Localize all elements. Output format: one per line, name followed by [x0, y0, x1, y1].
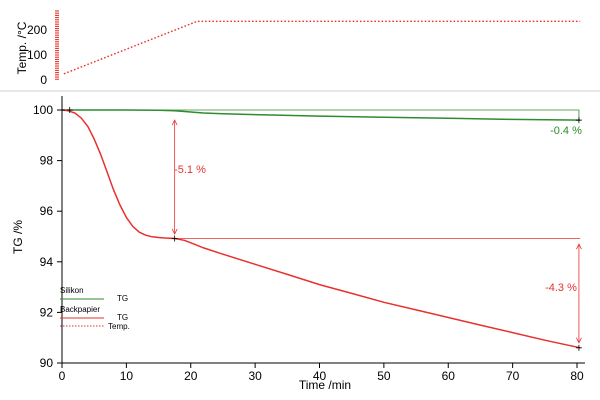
start-marker — [66, 107, 73, 113]
time-x-tick-label: 0 — [59, 369, 66, 383]
annotation-silikon-loss: -0.4 % — [550, 125, 582, 137]
time-x-tick-label: 40 — [313, 369, 327, 383]
tg-plot-area — [59, 107, 582, 351]
time-x-ticks: 0 10 20 30 40 50 60 70 80 — [59, 363, 584, 383]
tg-axes — [61, 96, 585, 364]
legend-group-title-silikon: Silikon — [60, 286, 84, 295]
time-x-axis-label: Time /min — [299, 378, 351, 392]
annotation-backpapier-first-loss: -5.1 % — [174, 164, 206, 176]
legend-group-title-backpapier: Backpapier — [60, 305, 100, 314]
time-x-tick-label: 10 — [120, 369, 134, 383]
temperature-y-tick-label: 0 — [40, 73, 47, 87]
step-end-marker — [171, 235, 178, 242]
temperature-y-tick-label: 100 — [27, 48, 47, 62]
backpapier-end-marker — [575, 344, 582, 351]
backpapier-second-loss-arrow — [576, 243, 582, 344]
temperature-y-axis-label: Temp. /°C — [15, 21, 29, 74]
temperature-panel: 0 100 200 Temp. /°C — [15, 10, 581, 87]
temperature-y-ticks: 0 100 200 — [27, 23, 47, 87]
silikon-reference-line — [63, 109, 580, 120]
tg-y-tick-label: 94 — [40, 255, 54, 269]
tg-y-tick-label: 96 — [40, 204, 54, 218]
tg-y-tick-label: 98 — [40, 154, 54, 168]
tg-y-ticks: 90 92 94 96 98 100 — [33, 103, 62, 370]
tg-y-axis-label: TG /% — [11, 220, 25, 254]
temperature-y-tick-label: 200 — [27, 23, 47, 37]
temperature-series-line — [63, 20, 581, 75]
backpapier-first-loss-arrow — [171, 119, 178, 235]
legend-entry-backpapier-tg: TG — [117, 313, 128, 322]
temperature-plot-area — [55, 10, 581, 80]
temperature-start-marks — [55, 10, 59, 80]
legend-entry-silikon-tg: TG — [117, 294, 128, 303]
legend-entry-backpapier-temp: Temp. — [108, 322, 130, 331]
tg-y-tick-label: 92 — [40, 305, 54, 319]
tg-y-tick-label: 90 — [40, 356, 54, 370]
time-x-tick-label: 50 — [377, 369, 391, 383]
annotation-backpapier-second-loss: -4.3 % — [545, 282, 577, 294]
time-x-tick-label: 30 — [248, 369, 262, 383]
tg-panel: 90 92 94 96 98 100 0 10 20 30 40 50 60 70 80 TG /% Ti… — [11, 96, 585, 392]
tg-y-tick-label: 100 — [33, 103, 53, 117]
time-x-tick-label: 70 — [506, 369, 520, 383]
backpapier-tg-series-line — [61, 109, 581, 349]
time-x-tick-label: 20 — [184, 369, 198, 383]
silikon-tg-series-line — [62, 109, 581, 121]
time-x-tick-label: 80 — [570, 369, 584, 383]
time-x-tick-label: 60 — [442, 369, 456, 383]
legend: Silikon TG Backpapier TG Temp. — [60, 286, 130, 331]
silikon-end-marker — [575, 117, 582, 124]
start-marker — [59, 107, 65, 113]
